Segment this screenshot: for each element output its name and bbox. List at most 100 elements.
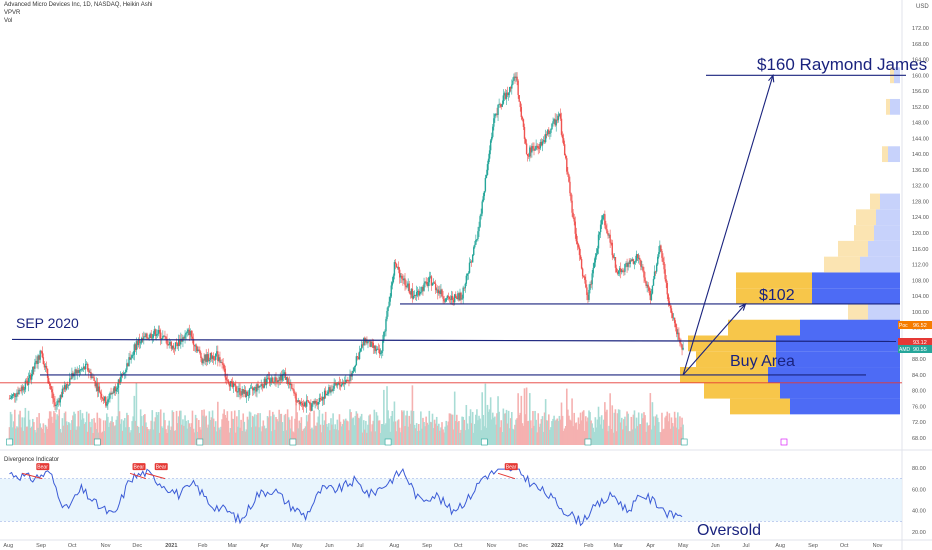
volume-bar [514,424,516,445]
x-tick-label: Jul [743,543,750,549]
candle-body [192,338,195,345]
x-tick-label: 2021 [165,543,177,549]
volume-bar [616,413,619,445]
volume-bar [140,416,143,445]
candle-body [469,261,472,263]
volume-bar [40,427,43,445]
candle-body [589,284,591,290]
volume-bar [447,421,450,445]
volume-bar [537,413,540,445]
candle-body [274,377,276,383]
volume-bar [494,416,496,445]
volume-bar [581,411,584,445]
candle-body [23,389,26,391]
candle-body [445,298,447,302]
volume-bar [89,421,91,445]
volume-bar [100,432,103,445]
volume-bar [62,425,65,445]
candle-body [403,278,405,281]
candle-body [14,393,16,397]
candle-body [416,290,419,293]
volume-bar [587,417,589,445]
volume-bar [258,427,260,445]
bear-tag-text: Bear [37,464,48,470]
candle-body [303,402,306,407]
candle-body [128,357,130,367]
candle-body [79,369,82,371]
ind-y-tick-label: 40.00 [912,509,926,515]
candle-body [197,349,199,352]
indicator-vpvr-label[interactable]: VPVR [4,10,21,16]
volume-bar [317,416,320,445]
candle-body [246,391,249,396]
volume-bar [446,425,449,445]
candle-body [441,289,443,297]
volume-bar [633,410,636,445]
volume-bar [188,423,191,445]
candle-body [401,275,403,279]
indicator-vol-label[interactable]: Vol [4,18,13,24]
volume-bar [664,417,666,445]
candle-body [304,402,307,407]
candle-body [531,146,533,153]
candle-body [216,351,218,354]
volume-bar [375,412,378,445]
volume-bar [569,419,571,445]
volume-bar [454,420,457,445]
volume-profile-down [824,256,860,273]
volume-bar [638,424,641,445]
volume-bar [238,410,240,445]
volume-bar [16,426,18,445]
volume-bar [315,425,317,445]
candle-body [9,398,12,399]
candle-body [493,118,495,127]
candle-body [511,84,513,89]
volume-bar [85,411,88,445]
volume-bar [185,420,187,445]
candle-body [103,396,106,401]
volume-bar [282,430,285,445]
candle-body [107,399,109,405]
candle-body [18,389,20,395]
candle-body [438,290,440,294]
volume-bar [572,426,574,445]
candle-body [567,171,569,175]
candle-body [183,337,185,339]
volume-bar [662,429,664,445]
volume-bar [300,417,303,445]
candle-body [244,389,247,398]
candle-body [191,336,194,339]
candle-body [153,329,156,335]
volume-bar [670,417,673,445]
candle-body [259,385,261,387]
candle-body [499,103,501,105]
volume-bar [160,426,163,445]
volume-bar [626,411,628,445]
volume-bar [637,412,640,445]
volume-bar [457,422,459,445]
candle-body [285,377,288,380]
volume-bar [586,421,588,445]
candle-body [479,216,481,227]
volume-bar [373,409,376,445]
volume-bar [541,416,544,445]
volume-bar [42,423,45,445]
candle-body [174,342,177,349]
volume-bar [33,422,35,445]
candle-body [185,333,187,335]
volume-bar [386,386,388,445]
candle-body [365,339,367,343]
candle-body [56,401,58,406]
volume-bar [44,424,47,445]
volume-bar [509,418,512,445]
volume-bar [328,423,330,445]
candle-body [33,366,35,369]
volume-bar [303,428,306,445]
bear-tag-text: Bear [134,464,145,470]
volume-bar [267,417,270,445]
volume-bar [379,432,382,445]
volume-bar [458,420,460,445]
volume-bar [413,424,416,445]
candle-body [272,377,274,383]
